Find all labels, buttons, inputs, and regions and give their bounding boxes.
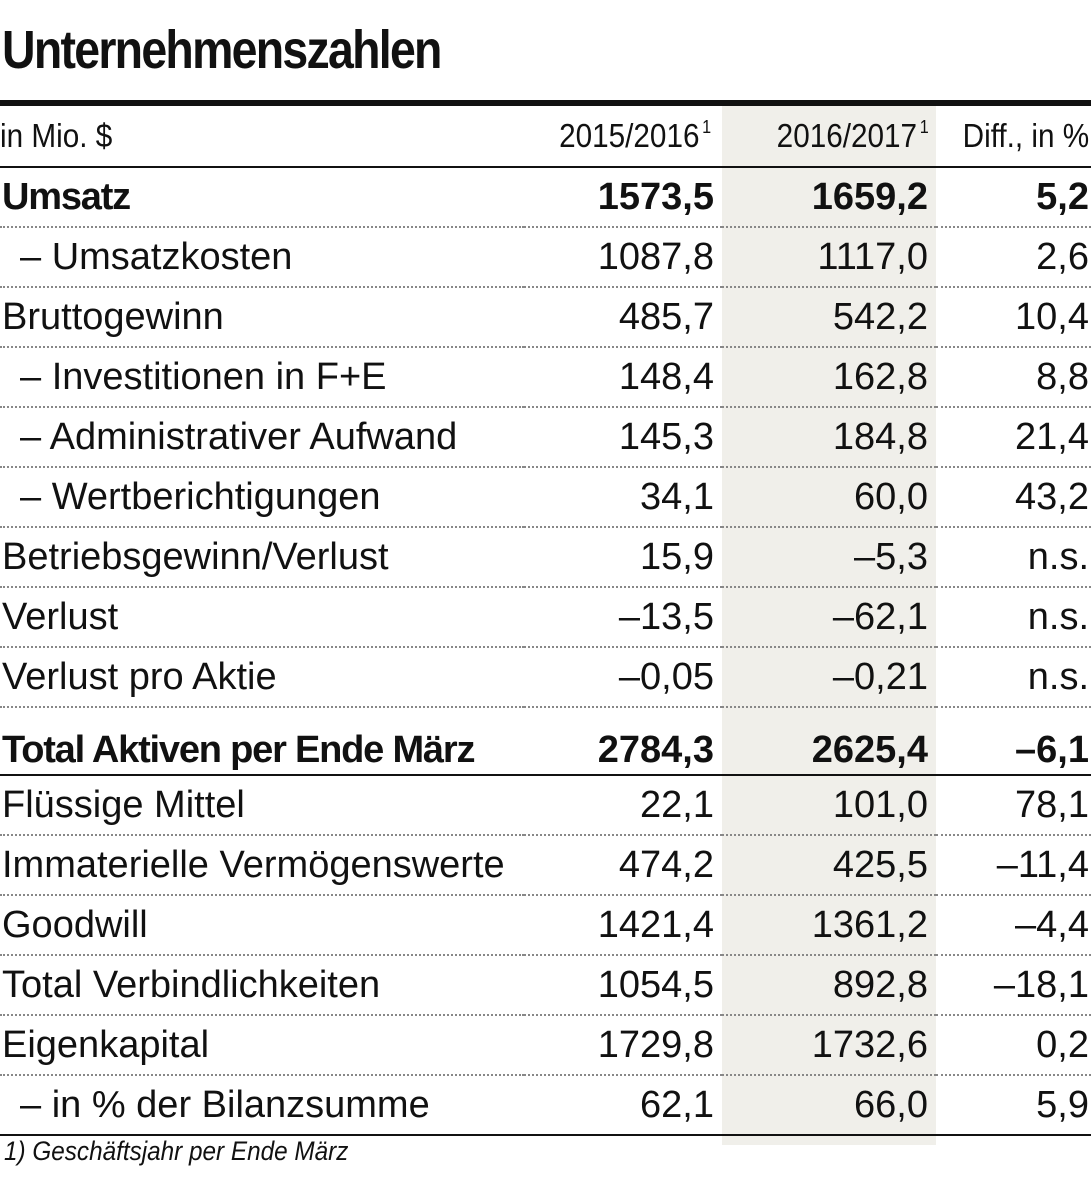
value-2015-2016: 15,9 [524, 527, 722, 588]
footnote-mark-2: 1 [919, 117, 929, 137]
value-2016-2017: 60,0 [722, 467, 936, 528]
value-2015-2016: 145,3 [524, 407, 722, 468]
footnote: 1) Geschäftsjahr per Ende März [4, 1136, 349, 1166]
row-label: Verlust [0, 587, 524, 648]
value-2016-2017: 425,5 [722, 835, 936, 896]
value-diff-percent: n.s. [936, 647, 1091, 708]
value-diff-percent: 21,4 [936, 407, 1091, 468]
value-diff-percent: –4,4 [936, 895, 1091, 956]
header-diff: Diff., in % [951, 106, 1091, 168]
value-diff-percent: –11,4 [936, 835, 1091, 896]
value-2015-2016: 2784,3 [524, 707, 722, 776]
table-title: Unternehmenszahlen [2, 20, 442, 80]
value-diff-percent: n.s. [936, 587, 1091, 648]
table-row: Eigenkapital 1729,8 1732,6 0,2 [0, 1015, 1091, 1076]
value-2015-2016: 1729,8 [524, 1015, 722, 1076]
row-label: Immaterielle Vermögenswerte [0, 835, 524, 896]
row-label: Verlust pro Aktie [0, 647, 524, 708]
row-label: Total Aktiven per Ende März [0, 707, 524, 776]
value-2015-2016: 22,1 [524, 775, 722, 836]
value-diff-percent: 10,4 [936, 287, 1091, 348]
value-2016-2017: –62,1 [722, 587, 936, 648]
footnote-mark-1: 1 [702, 117, 712, 137]
value-2015-2016: 1421,4 [524, 895, 722, 956]
value-2015-2016: 474,2 [524, 835, 722, 896]
value-2015-2016: 1573,5 [524, 167, 722, 228]
value-2016-2017: 542,2 [722, 287, 936, 348]
table-row: – Administrativer Aufwand 145,3 184,8 21,4 [0, 407, 1091, 468]
value-2016-2017: –0,21 [722, 647, 936, 708]
table-row: Umsatz 1573,5 1659,2 5,2 [0, 167, 1091, 228]
table-row: Total Verbindlichkeiten 1054,5 892,8 –18,1 [0, 955, 1091, 1016]
table-row: Flüssige Mittel 22,1 101,0 78,1 [0, 775, 1091, 836]
row-label: Flüssige Mittel [0, 775, 524, 836]
value-diff-percent: 5,9 [936, 1075, 1091, 1136]
value-2016-2017: –5,3 [722, 527, 936, 588]
table-body: Umsatz 1573,5 1659,2 5,2– Umsatzkosten 1087,… [0, 167, 1091, 1136]
value-2016-2017: 1659,2 [722, 167, 936, 228]
value-diff-percent: –6,1 [936, 707, 1091, 776]
table-row: Verlust pro Aktie –0,05 –0,21 n.s. [0, 647, 1091, 708]
value-diff-percent: 5,2 [936, 167, 1091, 228]
table-row: Total Aktiven per Ende März 2784,3 2625,4–… [0, 707, 1091, 776]
row-label: – Administrativer Aufwand [0, 407, 524, 468]
value-diff-percent: –18,1 [936, 955, 1091, 1016]
value-2016-2017: 2625,4 [722, 707, 936, 776]
financial-table: in Mio. $ 2015/2016 1 2016/2017 1 Diff., i… [0, 106, 1091, 1136]
row-label: – Wertberichtigungen [0, 467, 524, 528]
value-diff-percent: 78,1 [936, 775, 1091, 836]
header-year-2: 2016/2017 1 [743, 106, 936, 168]
value-2016-2017: 1732,6 [722, 1015, 936, 1076]
row-label: Betriebsgewinn/Verlust [0, 527, 524, 588]
table-row: Bruttogewinn 485,7 542,2 10,4 [0, 287, 1091, 348]
table-row: – Umsatzkosten 1087,8 1117,0 2,6 [0, 227, 1091, 288]
table-row: – Wertberichtigungen 34,1 60,0 43,2 [0, 467, 1091, 528]
value-2015-2016: 1054,5 [524, 955, 722, 1016]
value-2015-2016: –13,5 [524, 587, 722, 648]
header-year-2-text: 2016/2017 [776, 117, 918, 154]
row-label: Eigenkapital [0, 1015, 524, 1076]
row-label: Goodwill [0, 895, 524, 956]
row-label: – Investitionen in F+E [0, 347, 524, 408]
value-2015-2016: –0,05 [524, 647, 722, 708]
value-2015-2016: 34,1 [524, 467, 722, 528]
row-label: – Umsatzkosten [0, 227, 524, 288]
row-label: Total Verbindlichkeiten [0, 955, 524, 1016]
value-2015-2016: 62,1 [524, 1075, 722, 1136]
header-year-1-text: 2015/2016 [559, 117, 700, 154]
value-diff-percent: 43,2 [936, 467, 1091, 528]
value-2015-2016: 1087,8 [524, 227, 722, 288]
value-diff-percent: 2,6 [936, 227, 1091, 288]
row-label: Bruttogewinn [0, 287, 524, 348]
value-diff-percent: 8,8 [936, 347, 1091, 408]
row-label: – in % der Bilanzsumme [0, 1075, 524, 1136]
row-label: Umsatz [0, 167, 524, 228]
title-rule [0, 100, 1091, 106]
value-2015-2016: 485,7 [524, 287, 722, 348]
value-2016-2017: 1117,0 [722, 227, 936, 288]
value-2016-2017: 162,8 [722, 347, 936, 408]
value-2016-2017: 184,8 [722, 407, 936, 468]
value-2015-2016: 148,4 [524, 347, 722, 408]
table-row: Immaterielle Vermögenswerte 474,2 425,5 –11… [0, 835, 1091, 896]
header-row: in Mio. $ 2015/2016 1 2016/2017 1 Diff., i… [0, 106, 1091, 168]
table-row: Verlust –13,5 –62,1 n.s. [0, 587, 1091, 648]
value-diff-percent: n.s. [936, 527, 1091, 588]
value-2016-2017: 66,0 [722, 1075, 936, 1136]
value-2016-2017: 892,8 [722, 955, 936, 1016]
table-row: Goodwill 1421,4 1361,2 –4,4 [0, 895, 1091, 956]
header-year-1: 2015/2016 1 [543, 106, 722, 168]
value-2016-2017: 101,0 [722, 775, 936, 836]
table-row: – Investitionen in F+E 148,4 162,8 8,8 [0, 347, 1091, 408]
header-unit: in Mio. $ [0, 106, 472, 168]
table-row: – in % der Bilanzsumme 62,1 66,0 5,9 [0, 1075, 1091, 1136]
table-row: Betriebsgewinn/Verlust 15,9 –5,3 n.s. [0, 527, 1091, 588]
value-2016-2017: 1361,2 [722, 895, 936, 956]
value-diff-percent: 0,2 [936, 1015, 1091, 1076]
